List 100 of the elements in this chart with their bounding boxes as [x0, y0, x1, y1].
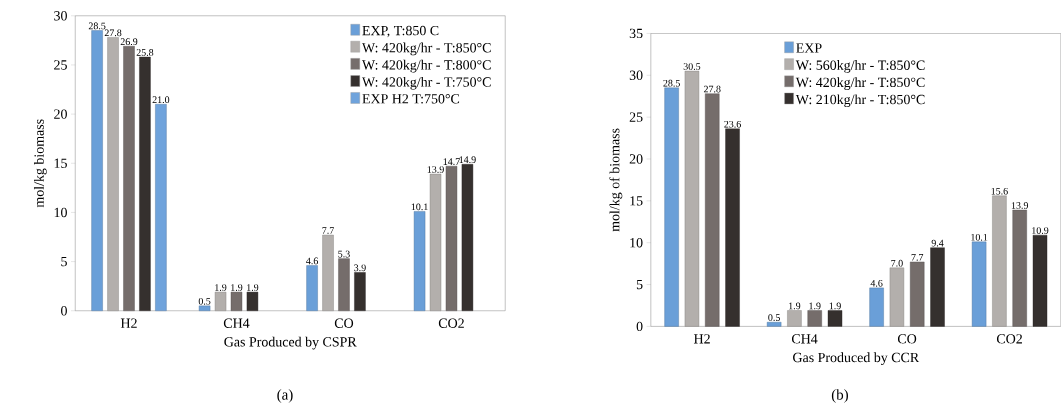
- y-tick-label: 20: [629, 154, 643, 164]
- legend-label: W: 420kg/hr - T:850°C: [795, 77, 925, 90]
- data-label: 1.9: [829, 302, 841, 310]
- y-tick-label: 5: [636, 279, 643, 290]
- data-label: 1.9: [247, 284, 259, 291]
- y-tick-label: 10: [630, 238, 643, 248]
- text: (a): [277, 389, 293, 403]
- data-label: 7.7: [911, 254, 924, 261]
- bar: [429, 173, 442, 311]
- legend-label: EXP: [796, 43, 822, 53]
- bar: [230, 291, 243, 311]
- bar: [787, 310, 802, 327]
- data-label: 25.8: [136, 49, 154, 56]
- y-tick-label: 0: [636, 321, 643, 332]
- data-label: 10.1: [971, 233, 988, 241]
- data-label: 1.9: [789, 302, 801, 310]
- legend-label: EXP H2 T:750°C: [362, 94, 460, 104]
- bar: [664, 87, 679, 327]
- data-label: 10.1: [411, 203, 428, 211]
- x-tick-label: CH4: [223, 318, 250, 328]
- x-tick-label: CO2: [996, 334, 1022, 344]
- bar: [445, 166, 458, 311]
- legend-label: W: 210kg/hr - T:850°C: [795, 94, 925, 108]
- data-label: 21.0: [152, 96, 170, 104]
- data-label: 10.9: [1032, 227, 1049, 234]
- bar: [322, 234, 334, 311]
- data-label: 4.6: [870, 279, 883, 287]
- y-tick-label: 0: [61, 306, 67, 316]
- y-tick-label: 15: [630, 196, 643, 206]
- bar: [705, 93, 720, 327]
- legend-label: EXP, T:850 C: [362, 25, 439, 38]
- x-tick-label: CO2: [438, 318, 464, 328]
- data-label: 4.6: [306, 257, 319, 265]
- bar: [725, 128, 740, 327]
- bar: [246, 291, 259, 311]
- bar: [827, 310, 843, 327]
- y-tick-label: 25: [629, 112, 643, 122]
- y-tick-label: 30: [54, 11, 67, 21]
- bar: [91, 30, 103, 311]
- x-tick-label: H2: [693, 334, 710, 344]
- bar: [413, 211, 426, 311]
- bar: [807, 310, 822, 327]
- y-axis-title: mol/kg of biomass: [609, 128, 623, 232]
- data-label: 26.9: [120, 38, 138, 46]
- bar: [889, 267, 905, 327]
- bar: [306, 265, 318, 311]
- data-label: 27.8: [104, 29, 122, 37]
- x-tick-label: CH4: [791, 334, 818, 344]
- bar: [107, 37, 119, 311]
- legend-label: W: 420kg/hr - T:850°C: [361, 42, 491, 56]
- data-label: 5.3: [338, 250, 350, 258]
- data-label: 0.5: [198, 297, 211, 305]
- bar: [930, 247, 945, 327]
- bar: [684, 70, 700, 327]
- data-label: 7.0: [891, 259, 903, 267]
- data-label: 9.4: [931, 239, 944, 247]
- y-axis-title: mol/kg biomass: [33, 119, 47, 208]
- y-tick-label: 25: [54, 60, 67, 70]
- data-label: 15.6: [991, 187, 1008, 195]
- x-tick-label: CO: [334, 318, 354, 328]
- y-tick-label: 10: [54, 207, 67, 218]
- x-axis-title: Gas Produced by CSPR: [224, 336, 357, 350]
- y-tick-label: 5: [61, 256, 67, 267]
- data-label: 3.9: [354, 264, 366, 272]
- bar: [139, 56, 151, 311]
- x-axis-title: Gas Produced by CCR: [793, 352, 920, 366]
- data-label: 7.7: [322, 227, 334, 234]
- data-label: 1.9: [809, 302, 821, 310]
- data-label: 1.9: [215, 284, 227, 291]
- data-label: 28.5: [663, 79, 680, 87]
- data-label: 13.9: [1011, 202, 1029, 209]
- bar: [155, 104, 167, 311]
- bar: [869, 287, 884, 327]
- bar: [338, 258, 350, 311]
- x-tick-label: CO: [897, 334, 917, 344]
- bar: [123, 46, 135, 311]
- text: (b): [831, 389, 848, 403]
- legend-label: W: 560kg/hr - T:850°C: [795, 60, 925, 73]
- data-label: 13.9: [427, 166, 444, 173]
- bar: [198, 305, 211, 311]
- x-tick-label: H2: [120, 318, 137, 328]
- data-label: 28.5: [88, 22, 106, 30]
- bar: [910, 261, 925, 327]
- data-label: 27.8: [703, 85, 721, 93]
- bar: [971, 241, 987, 327]
- bar: [992, 195, 1007, 327]
- legend-label: W: 420kg/hr - T:750°C: [361, 76, 491, 90]
- data-label: 23.6: [724, 120, 741, 128]
- data-label: 30.5: [683, 63, 701, 70]
- bar: [354, 272, 366, 311]
- y-tick-label: 20: [54, 109, 67, 119]
- bar: [214, 291, 227, 311]
- bar: [1032, 234, 1048, 327]
- y-tick-label: 15: [54, 158, 67, 168]
- data-label: 14.9: [459, 156, 476, 164]
- y-tick-label: 30: [629, 70, 643, 80]
- bar: [766, 322, 782, 327]
- y-tick-label: 35: [629, 28, 643, 39]
- legend-label: W: 420kg/hr - T:800°C: [361, 59, 491, 73]
- data-label: 14.7: [443, 158, 460, 166]
